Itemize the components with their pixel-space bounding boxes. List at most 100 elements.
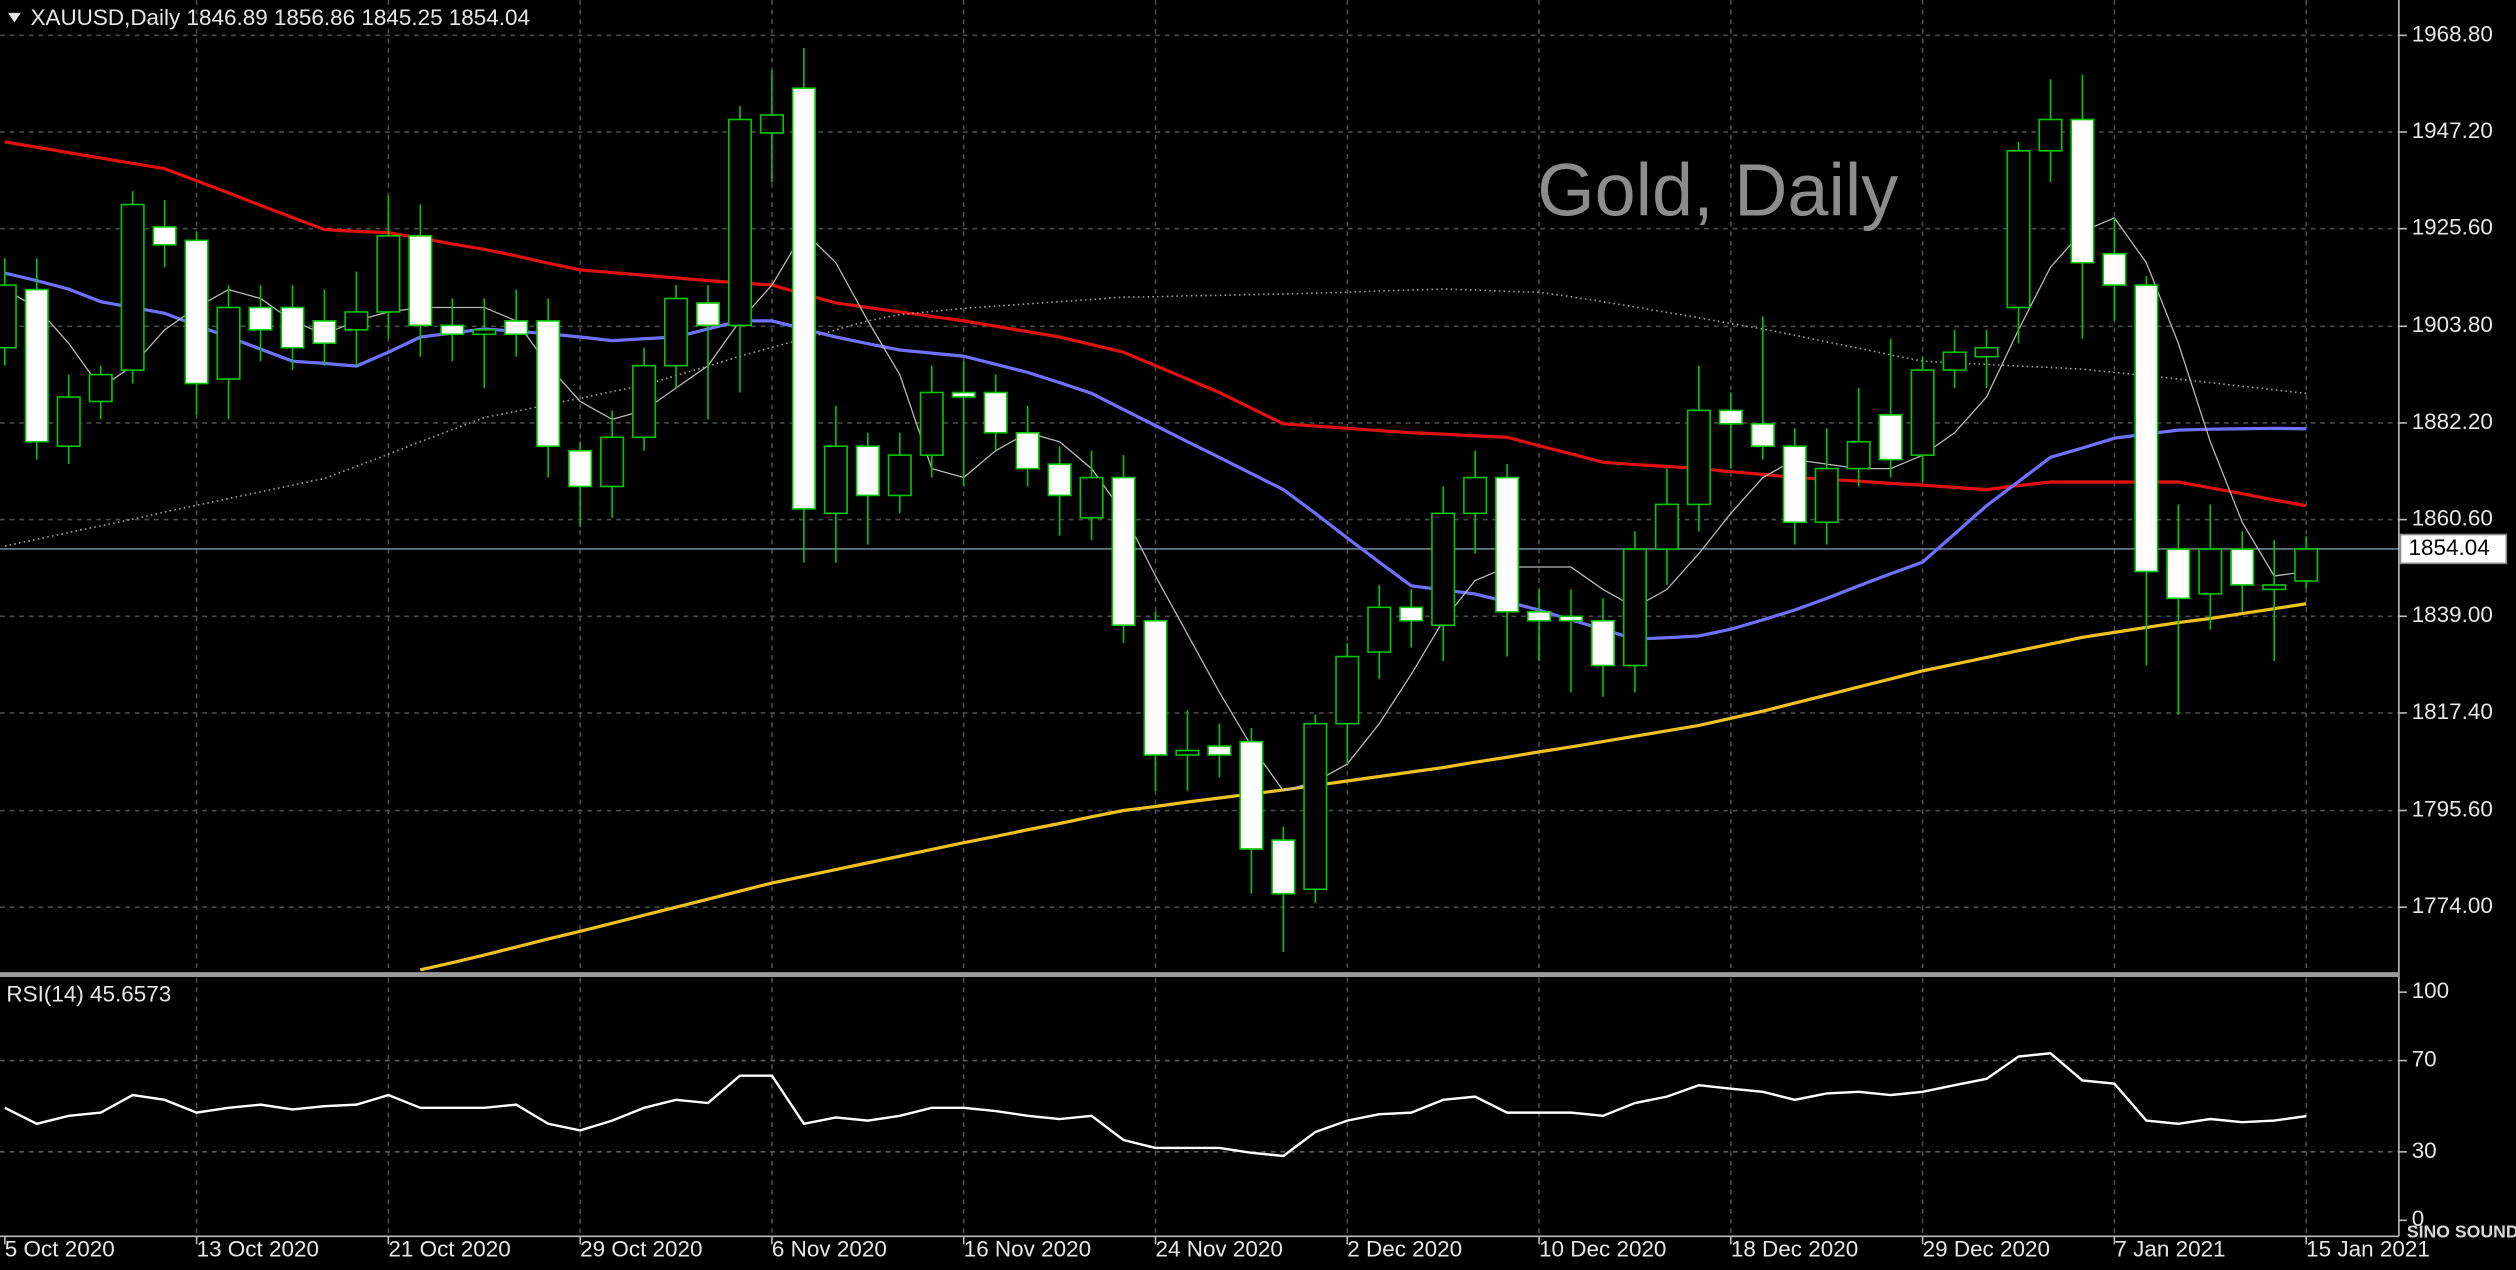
x-tick-label: 21 Oct 2020 (388, 1237, 510, 1262)
x-tick-label: 18 Dec 2020 (1731, 1237, 1858, 1262)
candle-body (1974, 346, 1999, 358)
candle-body (1079, 476, 1104, 519)
x-tick-label: 5 Oct 2020 (5, 1237, 115, 1262)
candle-body (1239, 740, 1264, 850)
y-tick-label: 1795.60 (2412, 796, 2493, 821)
candle-body (1942, 351, 1967, 371)
y-tick-label: 1817.40 (2412, 699, 2493, 724)
candle-body (1846, 440, 1871, 470)
moving-average (4, 271, 2307, 641)
candle-body (1143, 619, 1168, 756)
y-tick-label: 70 (2412, 1047, 2437, 1072)
x-tick-label: 13 Oct 2020 (197, 1237, 319, 1262)
candle-body (823, 445, 848, 515)
candle-body (2166, 548, 2191, 600)
candle-body (536, 320, 561, 448)
x-tick-label: 2 Dec 2020 (1347, 1237, 1462, 1262)
moving-average (4, 288, 2307, 547)
moving-average (419, 602, 2307, 972)
candle-body (2262, 584, 2287, 591)
candle-body (440, 324, 465, 336)
candle-body (472, 329, 497, 336)
y-tick-label: 1860.60 (2412, 506, 2493, 531)
candle-body (759, 114, 784, 134)
candle-body (2038, 118, 2063, 152)
candle-body (983, 391, 1008, 434)
x-tick-label: 29 Dec 2020 (1923, 1237, 2050, 1262)
candle-body (376, 235, 401, 313)
rsi-title: RSI(14) 45.6573 (6, 981, 171, 1006)
candle-body (1111, 476, 1136, 627)
y-tick-label: 0 (2412, 1206, 2424, 1231)
candle-body (1782, 445, 1807, 524)
candle-body (2230, 548, 2255, 586)
x-tick-label: 10 Dec 2020 (1539, 1237, 1666, 1262)
candle-body (1399, 606, 1424, 622)
candle-body (727, 118, 753, 327)
candle-body (2006, 150, 2031, 309)
menu-arrow[interactable] (8, 12, 21, 23)
rsi-line (4, 1052, 2307, 1158)
candle-body (1431, 512, 1456, 627)
candle-body (184, 239, 209, 385)
candle-body (344, 311, 369, 331)
x-tick-label: 16 Nov 2020 (964, 1237, 1091, 1262)
candle-body (1527, 610, 1552, 622)
candle-body (1335, 655, 1360, 725)
candle-body (280, 306, 305, 349)
candle-body (2294, 548, 2319, 582)
last-price-box (2399, 533, 2508, 565)
candle-body (695, 302, 721, 327)
candle-body (504, 320, 529, 336)
candle-body (1463, 476, 1488, 515)
candle-body (1910, 369, 1935, 456)
candle-body (1303, 722, 1328, 891)
y-tick-label: 1774.00 (2412, 893, 2493, 918)
y-tick-label: 1882.20 (2412, 409, 2493, 434)
candle-body (56, 396, 81, 448)
candle-body (1558, 615, 1584, 622)
candle-body (1271, 839, 1296, 895)
candle-body (1622, 548, 1647, 667)
y-tick-label: 1839.00 (2412, 602, 2493, 627)
candle-body (312, 320, 337, 345)
candle-body (2102, 252, 2127, 286)
y-tick-label: 1947.20 (2412, 118, 2493, 143)
x-tick-label: 29 Oct 2020 (580, 1237, 702, 1262)
candle-body (887, 454, 912, 497)
x-tick-label: 24 Nov 2020 (1155, 1237, 1282, 1262)
candle-body (2134, 284, 2159, 573)
candle-body (1590, 619, 1616, 667)
candle-body (1367, 606, 1392, 653)
candle-body (88, 373, 113, 403)
candle-body (120, 203, 145, 371)
y-tick-label: 100 (2412, 978, 2449, 1003)
candle-body (1175, 749, 1200, 756)
candle-body (1495, 476, 1520, 613)
candle-body (600, 436, 625, 488)
plot-layer (0, 0, 2399, 1237)
candle-body (919, 391, 944, 456)
candle-body (1718, 409, 1743, 425)
last-price-label: 1854.04 (2408, 535, 2489, 560)
chart-annotation: Gold, Daily (1537, 148, 1898, 231)
y-tick-label: 1925.60 (2412, 215, 2493, 240)
candle-body (408, 235, 433, 327)
candle-body (1654, 503, 1679, 550)
candle-body (1207, 745, 1232, 756)
chart-title: XAUUSD,Daily 1846.89 1856.86 1845.25 185… (30, 5, 530, 30)
candle-body (152, 226, 177, 246)
candle-body (2198, 548, 2223, 595)
y-tick-label: 1903.80 (2412, 312, 2493, 337)
candle-body (2070, 118, 2095, 264)
x-tick-label: 15 Jan 2021 (2306, 1237, 2430, 1262)
candle-body (1814, 467, 1839, 524)
candle-body (24, 288, 49, 443)
watermark: SINO SOUND (2407, 1222, 2516, 1242)
candle-body (1878, 414, 1903, 461)
candle-body (1047, 463, 1072, 497)
candle-body (568, 449, 593, 488)
candle-body (1686, 409, 1711, 506)
